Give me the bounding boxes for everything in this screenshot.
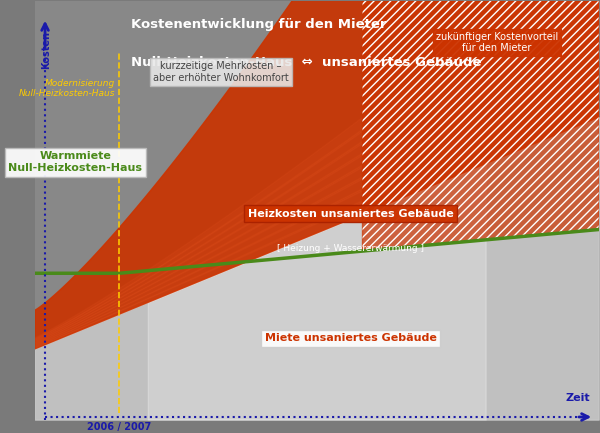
Text: kurzzeitige Mehrkosten –
aber erhöhter Wohnkomfort: kurzzeitige Mehrkosten – aber erhöhter W… [153,61,289,83]
Text: Modernisierung
Null-Heizkosten-Haus: Modernisierung Null-Heizkosten-Haus [19,79,115,98]
Text: Kosten: Kosten [41,31,51,69]
Text: Kostenentwicklung für den Mieter: Kostenentwicklung für den Mieter [131,18,386,31]
Text: zukünftiger Kostenvorteil
für den Mieter: zukünftiger Kostenvorteil für den Mieter [436,32,558,53]
Text: Heizkosten unsaniertes Gebäude: Heizkosten unsaniertes Gebäude [248,209,454,219]
Text: Null-Heizkosten-Haus  ⇔  unsaniertes Gebäude: Null-Heizkosten-Haus ⇔ unsaniertes Gebäu… [131,56,481,69]
Text: [ Heizung + Wassererwärmung ]: [ Heizung + Wassererwärmung ] [277,244,424,253]
Text: Warmmiete
Null-Heizkosten-Haus: Warmmiete Null-Heizkosten-Haus [8,152,142,173]
Text: 2006 / 2007: 2006 / 2007 [88,422,152,432]
Text: Miete unsaniertes Gebäude: Miete unsaniertes Gebäude [265,333,437,343]
Text: Zeit: Zeit [566,393,590,403]
